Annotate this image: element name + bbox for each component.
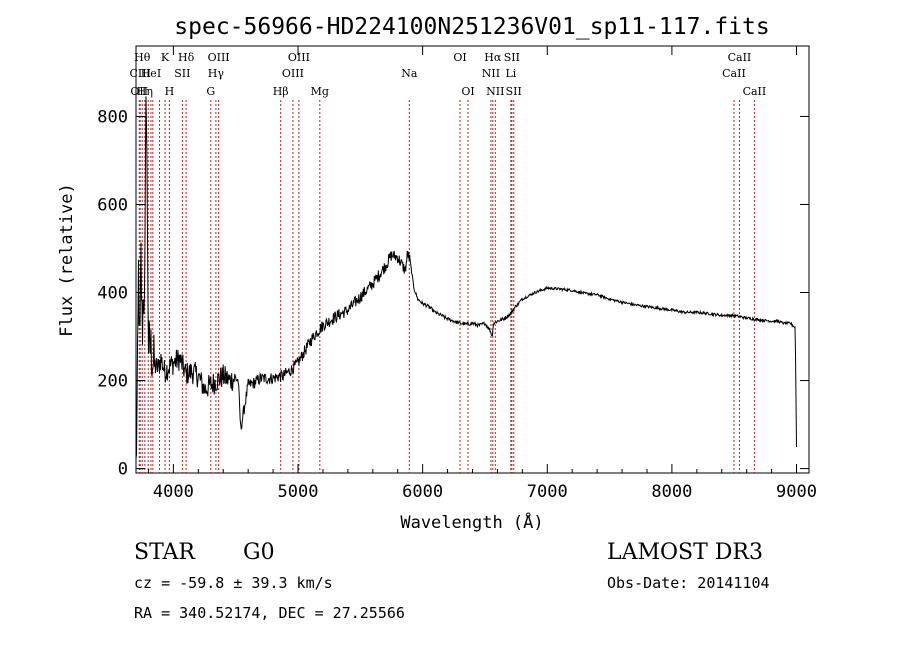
line-marker-label: OIII (288, 51, 310, 64)
y-tick-label: 0 (118, 460, 128, 480)
x-tick-label: 5000 (278, 482, 319, 502)
line-marker-label: Na (401, 67, 418, 80)
line-marker-label: H (165, 85, 175, 98)
line-marker-label: CaII (728, 51, 752, 64)
y-tick-label: 400 (97, 284, 128, 304)
line-marker-label: Hθ (134, 51, 151, 64)
x-axis-label: Wavelength (Å) (400, 511, 543, 533)
line-marker-label: OI (453, 51, 466, 64)
line-marker-label: OI (461, 85, 474, 98)
x-tick-label: 9000 (776, 482, 817, 502)
y-axis-label: Flux (relative) (57, 183, 77, 337)
survey-name: LAMOST DR3 (607, 540, 763, 565)
line-marker-label: Hβ (273, 85, 289, 98)
obs-date: Obs-Date: 20141104 (607, 574, 770, 592)
line-marker-label: CaII (743, 85, 767, 98)
line-marker-label: CaII (722, 67, 746, 80)
line-marker-label: NII (482, 67, 500, 80)
line-marker-label: Hγ (208, 67, 225, 80)
coordinates: RA = 340.52174, DEC = 27.25566 (134, 604, 405, 622)
redshift-text: cz = -59.8 ± 39.3 km/s (134, 574, 333, 592)
line-marker-label: OIII (282, 67, 304, 80)
line-marker-label: Li (505, 67, 516, 80)
line-marker-label: Mg (311, 85, 329, 98)
object-class: STAR (134, 540, 195, 565)
axis-ticks: 4000 5000 6000 7000 8000 9000 0 200 400 600 800 (97, 46, 817, 502)
y-tick-label: 600 (97, 195, 128, 215)
line-marker-label: HeI (141, 67, 161, 80)
line-marker-label: Hη (137, 85, 153, 98)
line-marker-label: SII (174, 67, 190, 80)
line-marker-label: K (161, 51, 170, 64)
x-tick-label: 7000 (527, 482, 568, 502)
line-marker-label: SII (504, 51, 520, 64)
line-marker-label: Hδ (178, 51, 195, 64)
plot-frame (135, 45, 810, 474)
line-marker-label: SII (506, 85, 522, 98)
y-tick-label: 800 (97, 107, 128, 127)
x-tick-label: 6000 (402, 482, 443, 502)
subclass: G0 (243, 540, 275, 565)
line-marker-label: G (206, 85, 215, 98)
line-marker-label: CIII (130, 67, 151, 80)
x-tick-label: 4000 (153, 482, 194, 502)
y-tick-label: 200 (97, 372, 128, 392)
spectrum-line (135, 96, 797, 460)
line-marker-label: NII (486, 85, 504, 98)
chart-title: spec-56966-HD224100N251236V01_sp11-117.f… (174, 14, 769, 40)
line-marker-label: Hα (484, 51, 502, 64)
line-marker-label: OIII (208, 51, 230, 64)
line-marker-label: OII (130, 85, 148, 98)
x-tick-label: 8000 (651, 482, 692, 502)
